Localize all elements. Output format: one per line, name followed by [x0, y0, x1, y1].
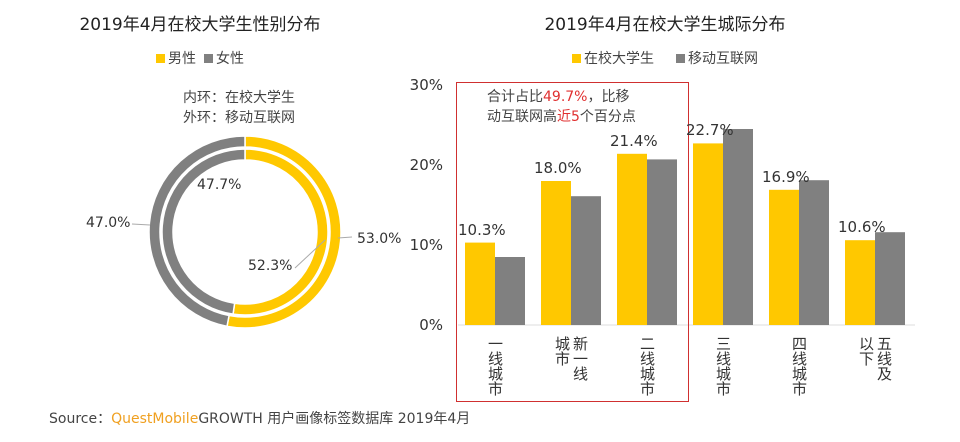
- legend-mobile: 移动互联网: [676, 48, 758, 68]
- label-inner-male: 52.3%: [248, 258, 293, 274]
- x-category-label: 五线及以下: [857, 336, 893, 381]
- label-outer-male: 53.0%: [357, 231, 402, 247]
- bar-mobile: [723, 129, 753, 325]
- data-label: 21.4%: [610, 131, 658, 150]
- y-tick-label: 10%: [409, 236, 443, 254]
- legend-student: 在校大学生: [572, 48, 654, 68]
- y-tick-label: 30%: [409, 76, 443, 94]
- bar-student: [845, 240, 875, 325]
- bar-title: 2019年4月在校大学生城际分布: [544, 15, 786, 35]
- bar-mobile: [495, 257, 525, 325]
- legend-male: 男性: [156, 48, 196, 68]
- data-label: 10.3%: [458, 220, 506, 239]
- donut-legend: 男性 女性: [156, 48, 244, 68]
- donut-chart: [131, 135, 353, 329]
- x-category-label: 一线城市: [486, 336, 504, 396]
- note-outer: 外环：移动互联网: [183, 110, 295, 126]
- ring-note: 内环：在校大学生 外环：移动互联网: [183, 88, 295, 128]
- inner-ring-female-slice: [161, 148, 246, 315]
- legend-female: 女性: [204, 48, 244, 68]
- data-label: 18.0%: [534, 159, 582, 177]
- x-category-label: 三线城市: [714, 336, 732, 396]
- bar-legend: 在校大学生 移动互联网: [572, 48, 758, 68]
- x-category-label: 二线城市: [638, 336, 656, 396]
- brand-logo-text: QuestMobile: [111, 411, 199, 427]
- bar-mobile: [647, 159, 677, 325]
- data-label: 10.6%: [838, 218, 886, 237]
- donut-title: 2019年4月在校大学生性别分布: [79, 15, 321, 35]
- bar-student: [693, 143, 723, 325]
- label-outer-female: 47.0%: [86, 215, 131, 231]
- source-line: Source：QuestMobileGROWTH 用户画像标签数据库 2019年…: [49, 411, 471, 427]
- x-category-label: 四线城市: [790, 336, 808, 396]
- bar-student: [769, 189, 799, 325]
- outer-ring-female-slice: [148, 135, 246, 328]
- bar-mobile: [875, 232, 905, 325]
- bar-student: [617, 153, 647, 325]
- x-category-label: 新一线城市: [553, 336, 589, 381]
- leader-line: [131, 223, 151, 226]
- bar-student: [541, 181, 571, 325]
- data-label: 16.9%: [762, 167, 810, 186]
- bar-mobile: [571, 196, 601, 325]
- y-tick-label: 0%: [419, 316, 443, 334]
- bar-student: [465, 242, 495, 325]
- data-label: 22.7%: [686, 121, 734, 140]
- leader-line: [337, 236, 353, 239]
- highlight-box: [456, 82, 689, 402]
- note-inner: 内环：在校大学生: [183, 90, 295, 106]
- label-inner-female: 47.7%: [197, 177, 242, 193]
- bar-mobile: [799, 180, 829, 325]
- annotation: 合计占比49.7%，比移 动互联网高近5个百分点: [487, 89, 636, 125]
- leader-line: [294, 239, 326, 269]
- y-tick-label: 20%: [409, 156, 443, 174]
